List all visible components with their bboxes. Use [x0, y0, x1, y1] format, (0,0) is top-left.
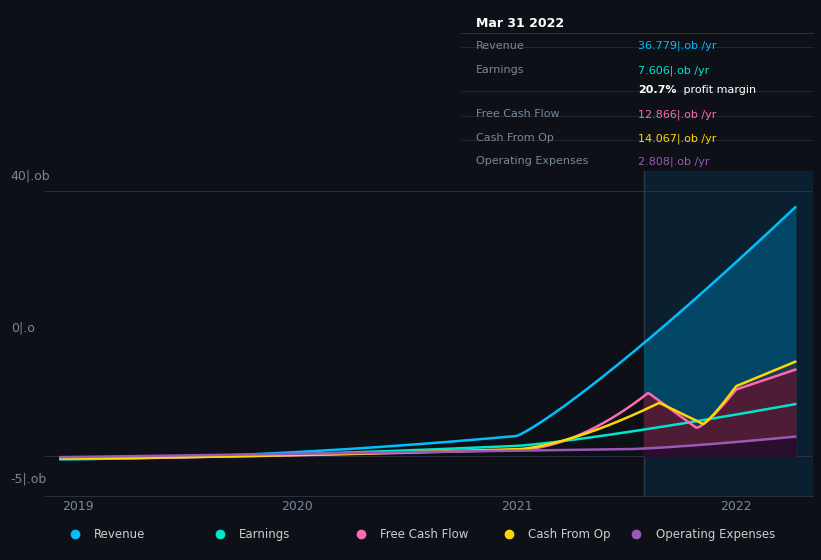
Text: Revenue: Revenue — [475, 41, 525, 51]
Text: Revenue: Revenue — [94, 528, 145, 541]
Text: Free Cash Flow: Free Cash Flow — [475, 109, 559, 119]
Text: 14.067|.ob /yr: 14.067|.ob /yr — [638, 133, 716, 144]
Text: 12.866|.ob /yr: 12.866|.ob /yr — [638, 109, 716, 120]
Text: 2.808|.ob /yr: 2.808|.ob /yr — [638, 156, 709, 167]
Text: Cash From Op: Cash From Op — [475, 133, 553, 143]
Text: 20.7%: 20.7% — [638, 85, 677, 95]
Text: Cash From Op: Cash From Op — [529, 528, 611, 541]
Text: -5|.ob: -5|.ob — [11, 472, 47, 486]
Text: Operating Expenses: Operating Expenses — [475, 156, 588, 166]
Text: Operating Expenses: Operating Expenses — [655, 528, 775, 541]
Text: 40|.ob: 40|.ob — [11, 170, 50, 183]
Text: 0|.o: 0|.o — [11, 321, 34, 334]
Text: Free Cash Flow: Free Cash Flow — [380, 528, 469, 541]
Text: 7.606|.ob /yr: 7.606|.ob /yr — [638, 66, 709, 76]
Text: 36.779|.ob /yr: 36.779|.ob /yr — [638, 41, 717, 52]
Text: profit margin: profit margin — [681, 85, 756, 95]
Text: Mar 31 2022: Mar 31 2022 — [475, 17, 564, 30]
Bar — [644, 171, 813, 496]
Text: Earnings: Earnings — [475, 66, 524, 75]
Text: Earnings: Earnings — [239, 528, 291, 541]
